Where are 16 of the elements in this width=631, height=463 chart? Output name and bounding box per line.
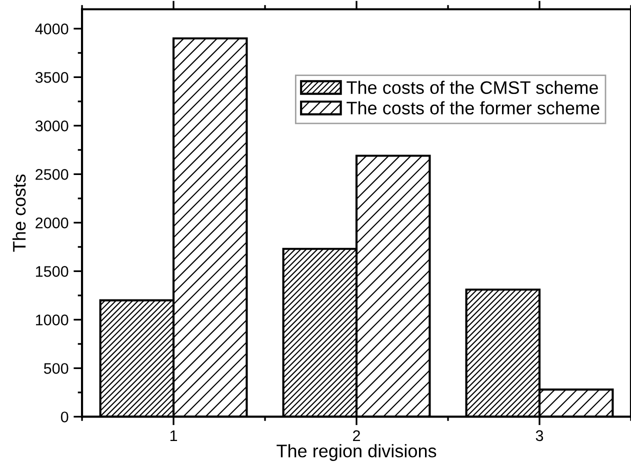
y-tick-label: 3000 bbox=[35, 120, 68, 132]
y-tick-label: 500 bbox=[44, 363, 68, 374]
y-tick-label: 0 bbox=[60, 412, 68, 422]
x-tick-label: 1 bbox=[170, 430, 178, 441]
y-tick-label: 2500 bbox=[36, 169, 68, 180]
y-tick-label: 2000 bbox=[36, 218, 68, 228]
y-tick-label: 1000 bbox=[36, 314, 68, 326]
y-axis-title: The costs bbox=[12, 174, 26, 252]
legend-label: The costs of the CMST scheme bbox=[346, 80, 598, 94]
x-axis-title: The region divisions bbox=[276, 444, 436, 461]
y-tick-label: 4000 bbox=[35, 24, 68, 34]
x-tick-label: 3 bbox=[536, 430, 544, 442]
y-tick-label: 3500 bbox=[35, 72, 68, 83]
x-tick-label: 2 bbox=[353, 430, 360, 441]
y-tick-label: 1500 bbox=[36, 266, 68, 277]
legend-label: The costs of the former scheme bbox=[346, 101, 600, 114]
